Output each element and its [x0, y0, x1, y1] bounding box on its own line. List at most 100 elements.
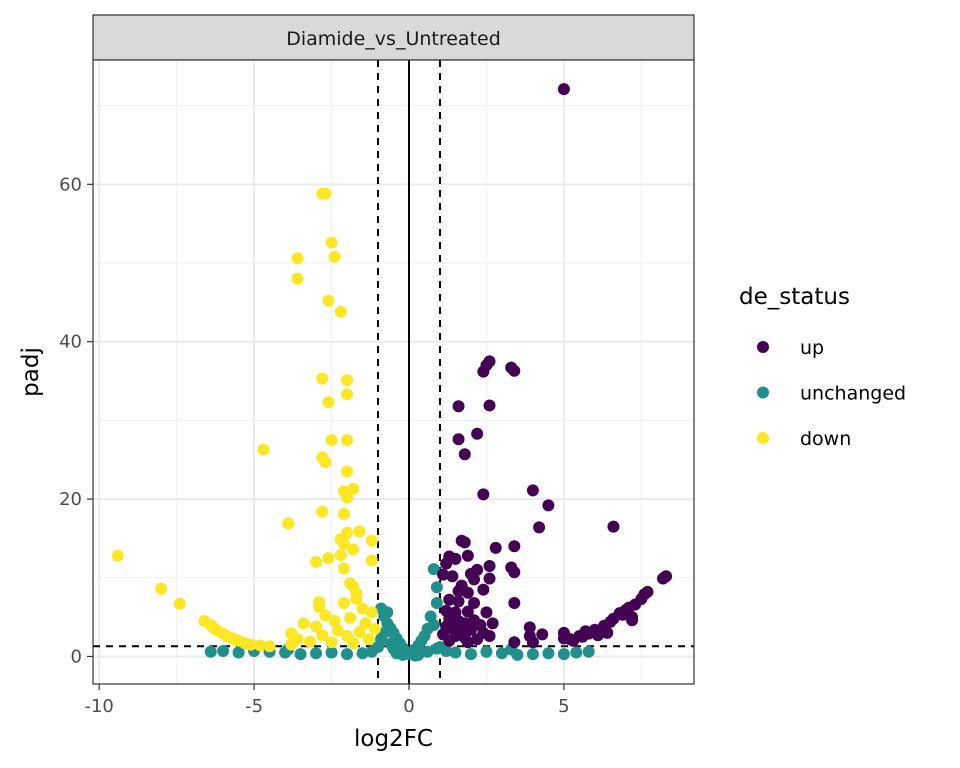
point-down: [337, 596, 350, 609]
point-up: [508, 636, 521, 649]
point-down: [365, 554, 378, 567]
point-down: [328, 615, 341, 628]
y-axis: 0 20 40 60: [59, 174, 93, 667]
point-up: [477, 583, 490, 596]
point-up: [458, 448, 471, 461]
point-up: [480, 606, 493, 619]
point-down: [111, 549, 124, 562]
point-down: [341, 388, 354, 401]
legend-title: de_status: [739, 284, 850, 310]
point-up: [508, 364, 521, 377]
point-unchanged: [421, 645, 434, 658]
point-up: [542, 499, 555, 512]
point-down: [365, 606, 378, 619]
point-up: [468, 596, 481, 609]
point-down: [322, 552, 335, 565]
point-down: [210, 624, 223, 637]
point-down: [310, 620, 323, 633]
point-up: [461, 605, 474, 618]
point-up: [471, 633, 484, 646]
y-tick-label: 20: [59, 489, 82, 510]
point-up: [591, 629, 604, 642]
legend: de_status up unchanged down: [739, 284, 906, 450]
point-down: [310, 556, 323, 569]
point-unchanged: [427, 563, 440, 576]
point-up: [483, 399, 496, 412]
data-points: [111, 83, 673, 662]
point-down: [331, 624, 344, 637]
point-down: [344, 611, 357, 624]
point-up: [601, 626, 614, 639]
point-unchanged: [526, 648, 539, 661]
point-unchanged: [409, 649, 422, 662]
point-up: [446, 570, 459, 583]
point-up: [660, 570, 673, 583]
point-up: [449, 552, 462, 565]
point-up: [468, 573, 481, 586]
point-unchanged: [480, 645, 493, 658]
grid-lines: [93, 60, 694, 684]
point-down: [341, 465, 354, 478]
point-up: [483, 572, 496, 585]
point-up: [443, 593, 456, 606]
point-down: [325, 434, 338, 447]
point-unchanged: [341, 648, 354, 661]
point-up: [452, 433, 465, 446]
point-down: [347, 543, 360, 556]
point-up: [508, 540, 521, 553]
point-down: [297, 617, 310, 630]
point-up: [461, 549, 474, 562]
point-down: [337, 562, 350, 575]
point-down: [155, 582, 168, 595]
point-down: [263, 640, 276, 653]
point-down: [229, 633, 242, 646]
point-up: [526, 636, 539, 649]
point-unchanged: [430, 581, 443, 594]
point-down: [337, 537, 350, 550]
point-unchanged: [325, 646, 338, 659]
point-down: [282, 517, 295, 530]
point-up: [607, 520, 620, 533]
point-unchanged: [430, 596, 443, 609]
x-tick-label: 0: [403, 696, 414, 717]
point-up: [461, 636, 474, 649]
point-down: [368, 622, 381, 635]
point-down: [316, 629, 329, 642]
point-unchanged: [449, 646, 462, 659]
point-down: [291, 272, 304, 285]
y-tick-label: 40: [59, 332, 82, 353]
point-up: [557, 83, 570, 96]
point-down: [322, 396, 335, 409]
legend-label-down: down: [800, 428, 851, 450]
facet-strip: [92, 14, 695, 61]
point-up: [471, 427, 484, 440]
point-up: [573, 630, 586, 642]
point-unchanged: [310, 647, 323, 660]
point-down: [325, 636, 338, 649]
point-up: [626, 614, 639, 627]
point-down: [244, 638, 257, 651]
point-unchanged: [294, 648, 307, 661]
facet-label: Diamide_vs_Untreated: [286, 28, 501, 50]
point-up: [486, 617, 499, 630]
point-unchanged: [570, 646, 583, 659]
legend-label-up: up: [800, 337, 824, 359]
point-up: [458, 536, 471, 549]
legend-label-unchanged: unchanged: [800, 383, 906, 405]
point-unchanged: [464, 648, 477, 661]
point-unchanged: [495, 647, 508, 660]
point-up: [483, 630, 496, 642]
x-tick-label: -10: [84, 696, 113, 717]
point-down: [334, 305, 347, 318]
point-down: [337, 508, 350, 521]
point-up: [461, 586, 474, 599]
point-up: [477, 365, 490, 378]
point-up: [443, 634, 456, 647]
panel-border: [92, 59, 695, 685]
point-up: [564, 633, 577, 646]
point-up: [452, 400, 465, 413]
point-down: [319, 187, 332, 200]
point-unchanged: [217, 644, 230, 657]
point-up: [508, 596, 521, 609]
point-down: [325, 236, 338, 249]
